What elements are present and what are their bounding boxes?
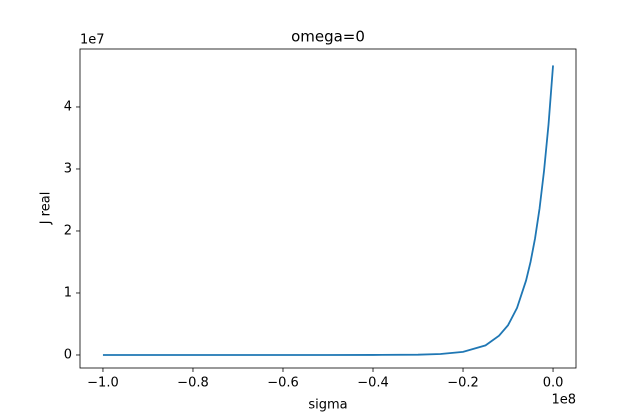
line-series: [102, 65, 554, 356]
y-tick-label: 0: [64, 347, 72, 362]
y-tick-label: 4: [64, 99, 72, 114]
x-tick-label: −0.6: [267, 376, 299, 391]
x-tick-label: −0.8: [177, 376, 209, 391]
plot-frame: [79, 48, 577, 369]
x-tick-label: −0.4: [357, 376, 389, 391]
y-offset-label: 1e7: [80, 33, 105, 48]
x-offset-label: 1e8: [551, 393, 576, 408]
chart-title: omega=0: [291, 28, 365, 46]
y-tick-label: 1: [64, 285, 72, 300]
y-axis-label: J real: [39, 192, 54, 226]
y-tick-label: 2: [64, 223, 72, 238]
x-tick-label: 0.0: [543, 376, 564, 391]
x-tick-label: −1.0: [87, 376, 119, 391]
x-tick-label: −0.2: [447, 376, 479, 391]
y-tick-label: 3: [64, 161, 72, 176]
x-axis-label: sigma: [308, 398, 347, 413]
